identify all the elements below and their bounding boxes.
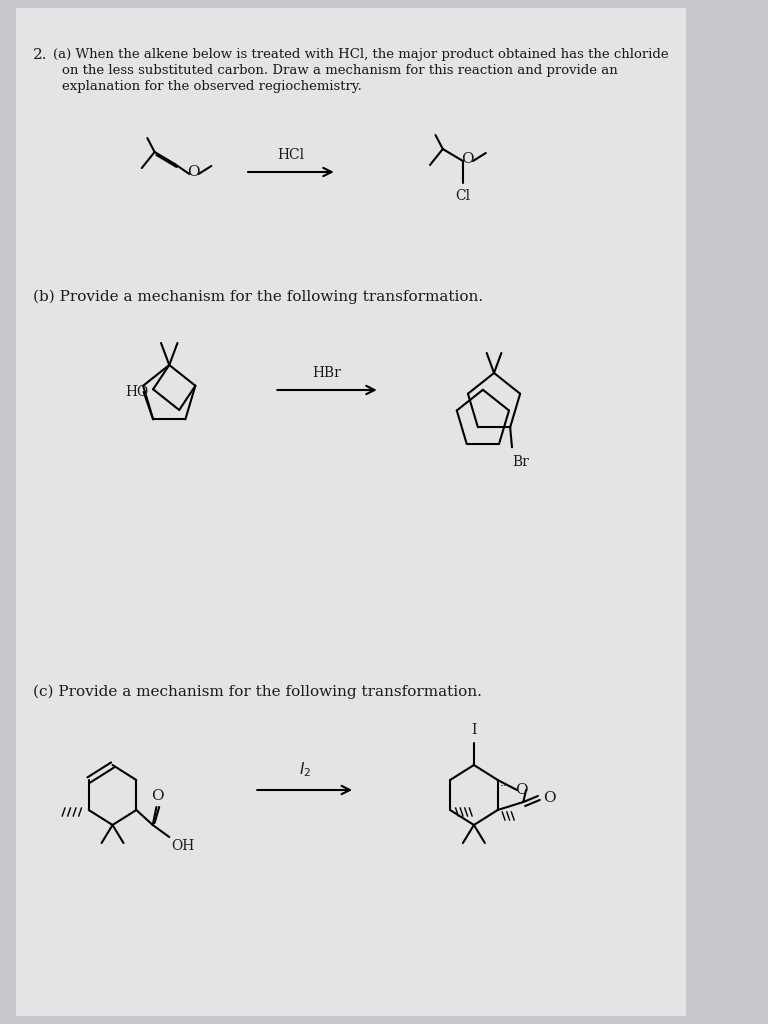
Text: $I_2$: $I_2$	[299, 760, 311, 779]
Text: O: O	[187, 165, 200, 179]
Text: Br: Br	[512, 456, 529, 469]
Text: I: I	[472, 723, 477, 737]
Text: (b) Provide a mechanism for the following transformation.: (b) Provide a mechanism for the followin…	[33, 290, 483, 304]
Text: Cl: Cl	[455, 189, 471, 203]
Text: (a) When the alkene below is treated with HCl, the major product obtained has th: (a) When the alkene below is treated wit…	[53, 48, 669, 61]
Text: O: O	[462, 152, 474, 166]
Text: HO: HO	[125, 385, 148, 399]
Text: ..: ..	[499, 775, 508, 788]
Text: 2.: 2.	[33, 48, 48, 62]
Text: O: O	[151, 790, 164, 803]
Text: HCl: HCl	[277, 148, 304, 162]
Text: OH: OH	[171, 839, 194, 853]
Text: (c) Provide a mechanism for the following transformation.: (c) Provide a mechanism for the followin…	[33, 685, 482, 699]
Text: on the less substituted carbon. Draw a mechanism for this reaction and provide a: on the less substituted carbon. Draw a m…	[62, 63, 618, 77]
Text: explanation for the observed regiochemistry.: explanation for the observed regiochemis…	[62, 80, 362, 93]
Text: O: O	[515, 783, 528, 797]
Text: O: O	[544, 791, 556, 805]
Text: HBr: HBr	[312, 366, 341, 380]
